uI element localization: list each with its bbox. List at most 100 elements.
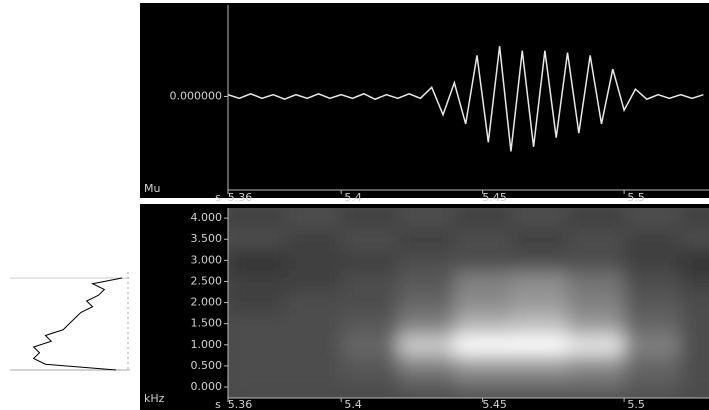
spectrogram-cell bbox=[624, 376, 682, 398]
spectrogram-cell bbox=[567, 249, 625, 272]
waveform bbox=[227, 46, 704, 152]
spectrogram-x-label: s bbox=[215, 398, 221, 410]
spectrogram-cell bbox=[454, 292, 512, 314]
x-tick-label: 5.36 bbox=[228, 398, 253, 410]
spectrogram bbox=[228, 208, 709, 398]
spectrogram-cell bbox=[454, 228, 512, 251]
spectrogram-cell bbox=[341, 355, 399, 377]
x-tick-label: 5.45 bbox=[482, 398, 507, 410]
waveform-panel bbox=[140, 3, 709, 198]
spectrogram-cell bbox=[228, 228, 286, 251]
y-tick-label: 3.500 bbox=[191, 232, 223, 245]
waveform-x-label: s bbox=[215, 191, 221, 204]
spectrogram-cell bbox=[680, 376, 709, 398]
spectrogram-cell bbox=[397, 208, 455, 230]
spectrogram-cell bbox=[284, 355, 342, 377]
spectrogram-cell bbox=[341, 228, 399, 251]
spectrogram-cell bbox=[510, 313, 569, 335]
spectrogram-cell bbox=[680, 334, 709, 356]
spectrogram-cell bbox=[510, 208, 569, 230]
spectrogram-cell bbox=[228, 313, 286, 335]
spectrogram-cell bbox=[454, 313, 512, 335]
spectrogram-cell bbox=[228, 292, 286, 314]
spectrogram-cell bbox=[397, 313, 455, 335]
spectrogram-cell bbox=[284, 292, 342, 314]
spectrogram-cell bbox=[624, 313, 682, 335]
spectrogram-cell bbox=[510, 270, 569, 293]
spectrogram-cell bbox=[454, 270, 512, 293]
spectrogram-cell bbox=[510, 228, 569, 251]
spectrogram-cell bbox=[397, 376, 455, 398]
spectrogram-cell bbox=[341, 208, 399, 230]
spectrogram-cell bbox=[284, 313, 342, 335]
y-tick-label: 2.500 bbox=[191, 274, 223, 287]
spectrogram-cell bbox=[567, 292, 625, 314]
spectrogram-cell bbox=[567, 228, 625, 251]
spectrogram-cell bbox=[624, 292, 682, 314]
spectrogram-cell bbox=[567, 376, 625, 398]
spectrogram-cell bbox=[510, 376, 569, 398]
spectrogram-cell bbox=[397, 270, 455, 293]
spectrogram-cell bbox=[284, 270, 342, 293]
spectrogram-cell bbox=[341, 292, 399, 314]
x-tick-label: 5.45 bbox=[482, 191, 507, 204]
spectrogram-cell bbox=[624, 334, 682, 356]
x-tick-label: 5.5 bbox=[627, 398, 645, 410]
spectrogram-cell bbox=[228, 249, 286, 272]
x-tick-label: 5.5 bbox=[627, 191, 645, 204]
spectrogram-cell bbox=[228, 334, 286, 356]
spectrogram-cell bbox=[567, 313, 625, 335]
spectrogram-cell bbox=[510, 292, 569, 314]
spectrogram-cell bbox=[680, 249, 709, 272]
spectrogram-cell bbox=[510, 355, 569, 377]
spectrogram-y-label: kHz bbox=[144, 392, 165, 405]
spectrogram-cell bbox=[624, 228, 682, 251]
spectrogram-cell bbox=[397, 355, 455, 377]
spectrogram-cell bbox=[341, 334, 399, 356]
waveform-y-label: Mu bbox=[144, 182, 160, 195]
spectrogram-cell bbox=[624, 270, 682, 293]
spectrogram-cell bbox=[567, 270, 625, 293]
spectrogram-cell bbox=[624, 249, 682, 272]
spectrogram-cell bbox=[397, 334, 455, 356]
x-tick-label: 5.36 bbox=[228, 191, 253, 204]
y-tick-label: 1.000 bbox=[191, 338, 223, 351]
spectrogram-cell bbox=[228, 270, 286, 293]
spectrogram-cell bbox=[397, 228, 455, 251]
spectrogram-cell bbox=[341, 376, 399, 398]
spectrogram-cell bbox=[567, 355, 625, 377]
spectrogram-cell bbox=[454, 334, 512, 356]
spectrogram-cell bbox=[341, 249, 399, 272]
spectrogram-cell bbox=[228, 355, 286, 377]
spectrogram-cell bbox=[454, 355, 512, 377]
spectrogram-cell bbox=[567, 208, 625, 230]
spectrogram-cell bbox=[680, 355, 709, 377]
y-tick-label: 4.000 bbox=[191, 211, 223, 224]
y-tick-label: 0.500 bbox=[191, 359, 223, 372]
spectrogram-cell bbox=[284, 376, 342, 398]
spectrogram-cell bbox=[510, 334, 569, 356]
spectrogram-cell bbox=[397, 292, 455, 314]
spectrogram-cells bbox=[228, 208, 709, 398]
spectrogram-cell bbox=[454, 249, 512, 272]
y-tick-label: 1.500 bbox=[191, 317, 223, 330]
spectrogram-cell bbox=[284, 334, 342, 356]
y-tick-label: 0.000000 bbox=[170, 90, 223, 103]
y-tick-label: 0.000 bbox=[191, 380, 223, 393]
y-tick-label: 3.000 bbox=[191, 253, 223, 266]
spectrogram-cell bbox=[228, 376, 286, 398]
spectrogram-cell bbox=[624, 355, 682, 377]
spectrogram-cell bbox=[510, 249, 569, 272]
spectrogram-cell bbox=[228, 208, 286, 230]
x-tick-label: 5.4 bbox=[344, 398, 362, 410]
spectrogram-cell bbox=[284, 208, 342, 230]
spectrogram-cell bbox=[680, 292, 709, 314]
spectrogram-cell bbox=[567, 334, 625, 356]
spectrogram-cell bbox=[680, 270, 709, 293]
x-tick-label: 5.4 bbox=[344, 191, 362, 204]
spectrogram-cell bbox=[341, 313, 399, 335]
spectrogram-cell bbox=[397, 249, 455, 272]
y-tick-label: 2.000 bbox=[191, 296, 223, 309]
spectrogram-cell bbox=[680, 313, 709, 335]
